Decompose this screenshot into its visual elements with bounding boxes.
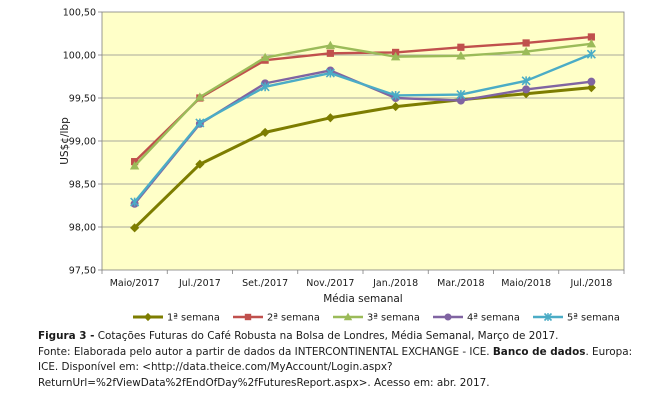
source-text-2: . Europa: ICE. Disponível em: <http://da…: [38, 345, 633, 389]
chart-container: 97,50 98,00 98,50 99,00 99,50 100,00 100,50 Ma…: [55, 0, 639, 324]
source-text-1: Elaborada pelo autor a partir de dados d…: [73, 345, 493, 358]
data-point-star: [543, 312, 553, 322]
data-point-star: [391, 90, 401, 100]
data-point-square: [244, 313, 252, 321]
data-point-star: [325, 68, 335, 78]
y-tick-label: 100,50: [63, 8, 96, 19]
data-point-star: [586, 49, 596, 59]
x-tick-label: Jan./2018: [372, 278, 418, 289]
data-point-diamond: [586, 83, 596, 93]
data-point-triangle: [586, 38, 597, 48]
x-tick-label: Nov./2017: [306, 278, 354, 289]
series-3: [129, 38, 597, 170]
x-axis: Maio/2017 Jul./2017 Set./2017 Nov./2017 Jan.…: [101, 270, 625, 289]
gridlines: [102, 54, 624, 228]
data-point-square: [522, 39, 530, 47]
data-point-diamond: [325, 113, 335, 123]
legend-label: 3ª semana: [367, 313, 420, 323]
x-tick-label: Mar./2018: [437, 278, 484, 289]
x-tick-label: Maio/2017: [110, 278, 160, 289]
legend-item: 3ª semana: [333, 312, 420, 324]
data-point-diamond: [391, 102, 401, 112]
figure-caption: Figura 3 - Cotações Futuras do Café Robu…: [38, 329, 648, 391]
y-tick-label: 99,00: [69, 137, 96, 148]
legend-item: 2ª semana: [233, 313, 320, 324]
data-point-triangle: [456, 51, 466, 60]
figure-text: Cotações Futuras do Café Robusta na Bols…: [94, 330, 559, 342]
data-point-star: [260, 82, 270, 92]
data-point-diamond: [143, 312, 153, 322]
series-line: [133, 53, 592, 203]
legend: 1ª semana 2ª semana 3ª semana 4ª semana 5ª s…: [133, 312, 620, 324]
figure-label: Figura 3 -: [38, 330, 95, 342]
data-point-triangle: [343, 312, 353, 321]
data-point-square: [457, 43, 465, 51]
legend-item: 4ª semana: [433, 313, 520, 324]
data-point-triangle: [390, 51, 401, 61]
data-point-triangle: [260, 52, 270, 62]
data-point-triangle: [325, 40, 336, 50]
data-point-triangle: [195, 92, 205, 101]
data-point-square: [326, 49, 334, 57]
source-bold: Banco de dados: [492, 345, 586, 358]
data-point-star: [456, 89, 466, 100]
x-tick-label: Jul./2018: [569, 278, 612, 289]
y-axis: 97,50 98,00 98,50 99,00 99,50 100,00 100,50: [63, 8, 102, 277]
legend-label: 1ª semana: [167, 313, 220, 323]
legend-label: 4ª semana: [467, 313, 520, 323]
data-point-diamond: [195, 159, 205, 169]
y-tick-label: 99,50: [69, 94, 96, 105]
legend-label: 2ª semana: [267, 313, 320, 323]
legend-item: 1ª semana: [133, 312, 220, 324]
y-tick-label: 97,50: [69, 266, 96, 277]
data-point-diamond: [260, 127, 270, 137]
x-tick-label: Set./2017: [242, 278, 288, 289]
line-chart: 97,50 98,00 98,50 99,00 99,50 100,00 100,50 Ma…: [59, 8, 625, 324]
data-point-circle: [587, 77, 596, 86]
y-tick-label: 98,50: [69, 180, 96, 191]
data-point-circle: [444, 313, 452, 321]
legend-item: 5ª semana: [533, 312, 620, 324]
legend-label: 5ª semana: [567, 313, 620, 323]
x-tick-label: Jul./2017: [178, 278, 221, 289]
data-point-triangle: [129, 161, 140, 170]
series-5: [130, 49, 596, 207]
source-label: Fonte:: [38, 345, 74, 358]
caption-title: Figura 3 - Cotações Futuras do Café Robu…: [38, 329, 648, 345]
series-1: [130, 83, 596, 233]
y-tick-label: 98,00: [69, 223, 96, 234]
data-point-star: [195, 118, 205, 128]
data-point-star: [130, 197, 140, 207]
series-line: [133, 86, 592, 229]
x-tick-label: Maio/2018: [501, 278, 551, 289]
y-axis-label: US$¢/lbp: [59, 117, 71, 165]
series-lines: [129, 33, 597, 233]
x-axis-label: Média semanal: [323, 293, 402, 305]
data-point-star: [521, 76, 531, 86]
data-point-circle: [522, 85, 531, 94]
y-tick-label: 100,00: [63, 51, 96, 62]
series-line: [133, 42, 592, 167]
caption-source: Fonte: Elaborada pelo autor a partir de …: [38, 345, 648, 392]
data-point-diamond: [130, 223, 140, 233]
data-point-triangle: [521, 46, 531, 56]
